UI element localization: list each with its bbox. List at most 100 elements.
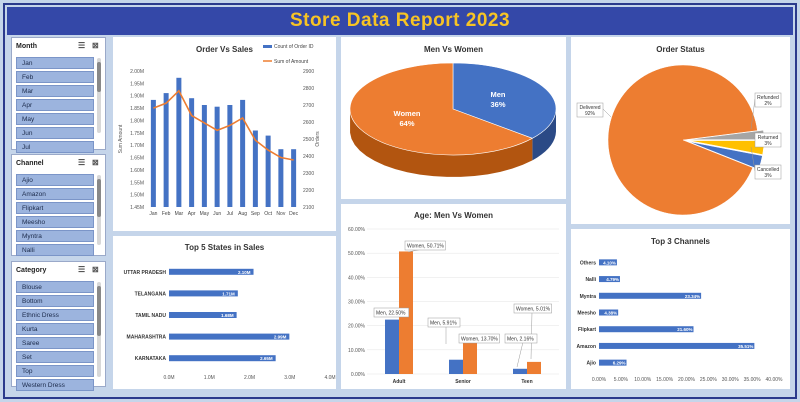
slicer-item-meesho[interactable]: Meesho	[16, 216, 94, 228]
x-tick-label: 25.00%	[700, 377, 718, 383]
returned-value: 3%	[764, 141, 772, 147]
x-tick-label: 5.00%	[614, 377, 629, 383]
clear-filter-icon[interactable]: ⊠	[92, 265, 99, 274]
y-tick-label: 0.00%	[351, 372, 366, 378]
legend-label-amount: Sum of Amount	[274, 59, 309, 65]
y2-tick-label: 2800	[303, 86, 314, 92]
channel-bar	[599, 259, 617, 266]
slicer-item-jun[interactable]: Jun	[16, 127, 94, 139]
slicer-item-jul[interactable]: Jul	[16, 141, 94, 153]
order-count-bar	[252, 130, 258, 207]
channel-bar	[599, 276, 620, 283]
age-title: Age: Men Vs Women	[414, 211, 493, 220]
channel-bar	[599, 309, 619, 316]
slicer-item-ajio[interactable]: Ajio	[16, 174, 94, 186]
order-status-panel: Order Status Delivered 92% Refunded 2% Retur…	[571, 37, 790, 224]
slicer-item-myntra[interactable]: Myntra	[16, 230, 94, 242]
order-count-bar	[163, 93, 169, 207]
x-tick-label: 1.0M	[204, 375, 215, 381]
returned-label: Returned	[758, 135, 779, 141]
y-tick-label: 1.45M	[130, 205, 144, 211]
slicer-item-top[interactable]: Top	[16, 365, 94, 377]
category-slicer[interactable]: Category ☰ ⊠ Blouse Bottom Ethnic Dress Kur…	[11, 261, 106, 391]
x-tick-label: 3.0M	[284, 375, 295, 381]
slicer-item-nalli[interactable]: Nalli	[16, 244, 94, 256]
slicer-item-jan[interactable]: Jan	[16, 57, 94, 69]
x-tick-label: Feb	[162, 211, 171, 217]
y-tick-label: 2.00M	[130, 69, 144, 75]
y-tick-label: 10.00%	[348, 348, 366, 354]
age-chart: 0.00% 10.00% 20.00% 30.00% 40.00% 50.00% 60.00…	[348, 227, 559, 385]
pie-label-women: Women	[394, 109, 421, 118]
state-value-label: 2.65M	[260, 356, 273, 361]
age-label-men-senior-callout	[427, 317, 461, 328]
slicer-item-blouse[interactable]: Blouse	[16, 281, 94, 293]
slicer-item-ethnic-dress[interactable]: Ethnic Dress	[16, 309, 94, 321]
slicer-item-mar[interactable]: Mar	[16, 85, 94, 97]
slicer-item-set[interactable]: Set	[16, 351, 94, 363]
slicer-item-western-dress[interactable]: Western Dress	[16, 379, 94, 391]
y-tick-label: 30.00%	[348, 300, 366, 306]
pie-value-women: 64%	[399, 119, 414, 128]
state-bar	[169, 268, 254, 275]
order-status-title: Order Status	[656, 45, 705, 54]
y-tick-label: 20.00%	[348, 324, 366, 330]
state-value-label: 1.71M	[222, 291, 235, 296]
channel-value-label: 4.79%	[606, 277, 619, 282]
channel-label: Nalli	[585, 277, 596, 283]
multi-select-icon[interactable]: ☰	[78, 265, 86, 274]
age-label-women-adult-callout	[404, 240, 446, 251]
state-label: MAHARASHTRA	[127, 335, 167, 341]
channel-value-label: 4.38%	[604, 311, 617, 316]
x-tick-label: Jan	[149, 211, 157, 217]
order-count-bar	[176, 77, 182, 207]
category-scrollbar[interactable]	[97, 282, 101, 377]
multi-select-icon[interactable]: ☰	[78, 158, 86, 167]
status-slice-delivered	[607, 64, 758, 216]
age-panel: Age: Men Vs Women 0.00% 10.00% 20.00% 30.00…	[341, 204, 566, 389]
age-label-women-teen-callout	[513, 303, 552, 314]
slicer-item-apr[interactable]: Apr	[16, 99, 94, 111]
state-label: KARNATAKA	[135, 356, 167, 362]
state-value-label: 2.10M	[238, 270, 251, 275]
slicer-item-may[interactable]: May	[16, 113, 94, 125]
state-label: TAMIL NADU	[135, 313, 166, 319]
y2-tick-label: 2600	[303, 120, 314, 126]
clear-filter-icon[interactable]: ⊠	[92, 41, 99, 50]
x-tick-label: 0.00%	[592, 377, 607, 383]
legend-label-orders: Count of Order ID	[274, 44, 314, 50]
slicer-item-feb[interactable]: Feb	[16, 71, 94, 83]
channel-value-label: 35.51%	[738, 344, 753, 349]
age-label-women-senior-callout	[458, 333, 500, 344]
state-bar	[169, 290, 238, 297]
slicer-item-amazon[interactable]: Amazon	[16, 188, 94, 200]
month-slicer[interactable]: Month ☰ ⊠ Jan Feb Mar Apr May Jun Jul	[11, 37, 106, 153]
order-count-bar	[150, 99, 156, 207]
state-bar	[169, 312, 237, 318]
slicer-item-flipkart[interactable]: Flipkart	[16, 202, 94, 214]
order-vs-sales-chart: 1.45M 1.50M 1.55M 1.60M 1.65M 1.70M 1.75M 1.80M…	[118, 44, 321, 217]
order-count-bar	[291, 149, 297, 207]
slicer-item-kurta[interactable]: Kurta	[16, 323, 94, 335]
y-tick-label: 1.60M	[130, 168, 144, 174]
month-scrollbar[interactable]	[97, 58, 101, 133]
month-slicer-header: Month ☰ ⊠	[12, 38, 105, 54]
y-tick-label: 60.00%	[348, 227, 366, 233]
men-bar	[385, 319, 399, 374]
slicer-item-saree[interactable]: Saree	[16, 337, 94, 349]
channel-slicer[interactable]: Channel ☰ ⊠ Ajio Amazon Flipkart Meesho Mynt…	[11, 154, 106, 256]
x-tick-label: 35.00%	[744, 377, 762, 383]
y-tick-label: 1.85M	[130, 106, 144, 112]
y-tick-label: 1.75M	[130, 131, 144, 137]
clear-filter-icon[interactable]: ⊠	[92, 158, 99, 167]
slicer-item-bottom[interactable]: Bottom	[16, 295, 94, 307]
y2-tick-label: 2700	[303, 103, 314, 109]
refunded-value: 2%	[764, 101, 772, 107]
sum-amount-line	[153, 89, 294, 161]
channel-bar	[599, 359, 627, 366]
x-tick-label: Dec	[289, 211, 298, 217]
top-states-panel: Top 5 States in Sales UTTAR PRADESH 2.10M…	[113, 236, 336, 389]
channel-scrollbar[interactable]	[97, 175, 101, 245]
refunded-callout	[754, 92, 782, 108]
multi-select-icon[interactable]: ☰	[78, 41, 86, 50]
